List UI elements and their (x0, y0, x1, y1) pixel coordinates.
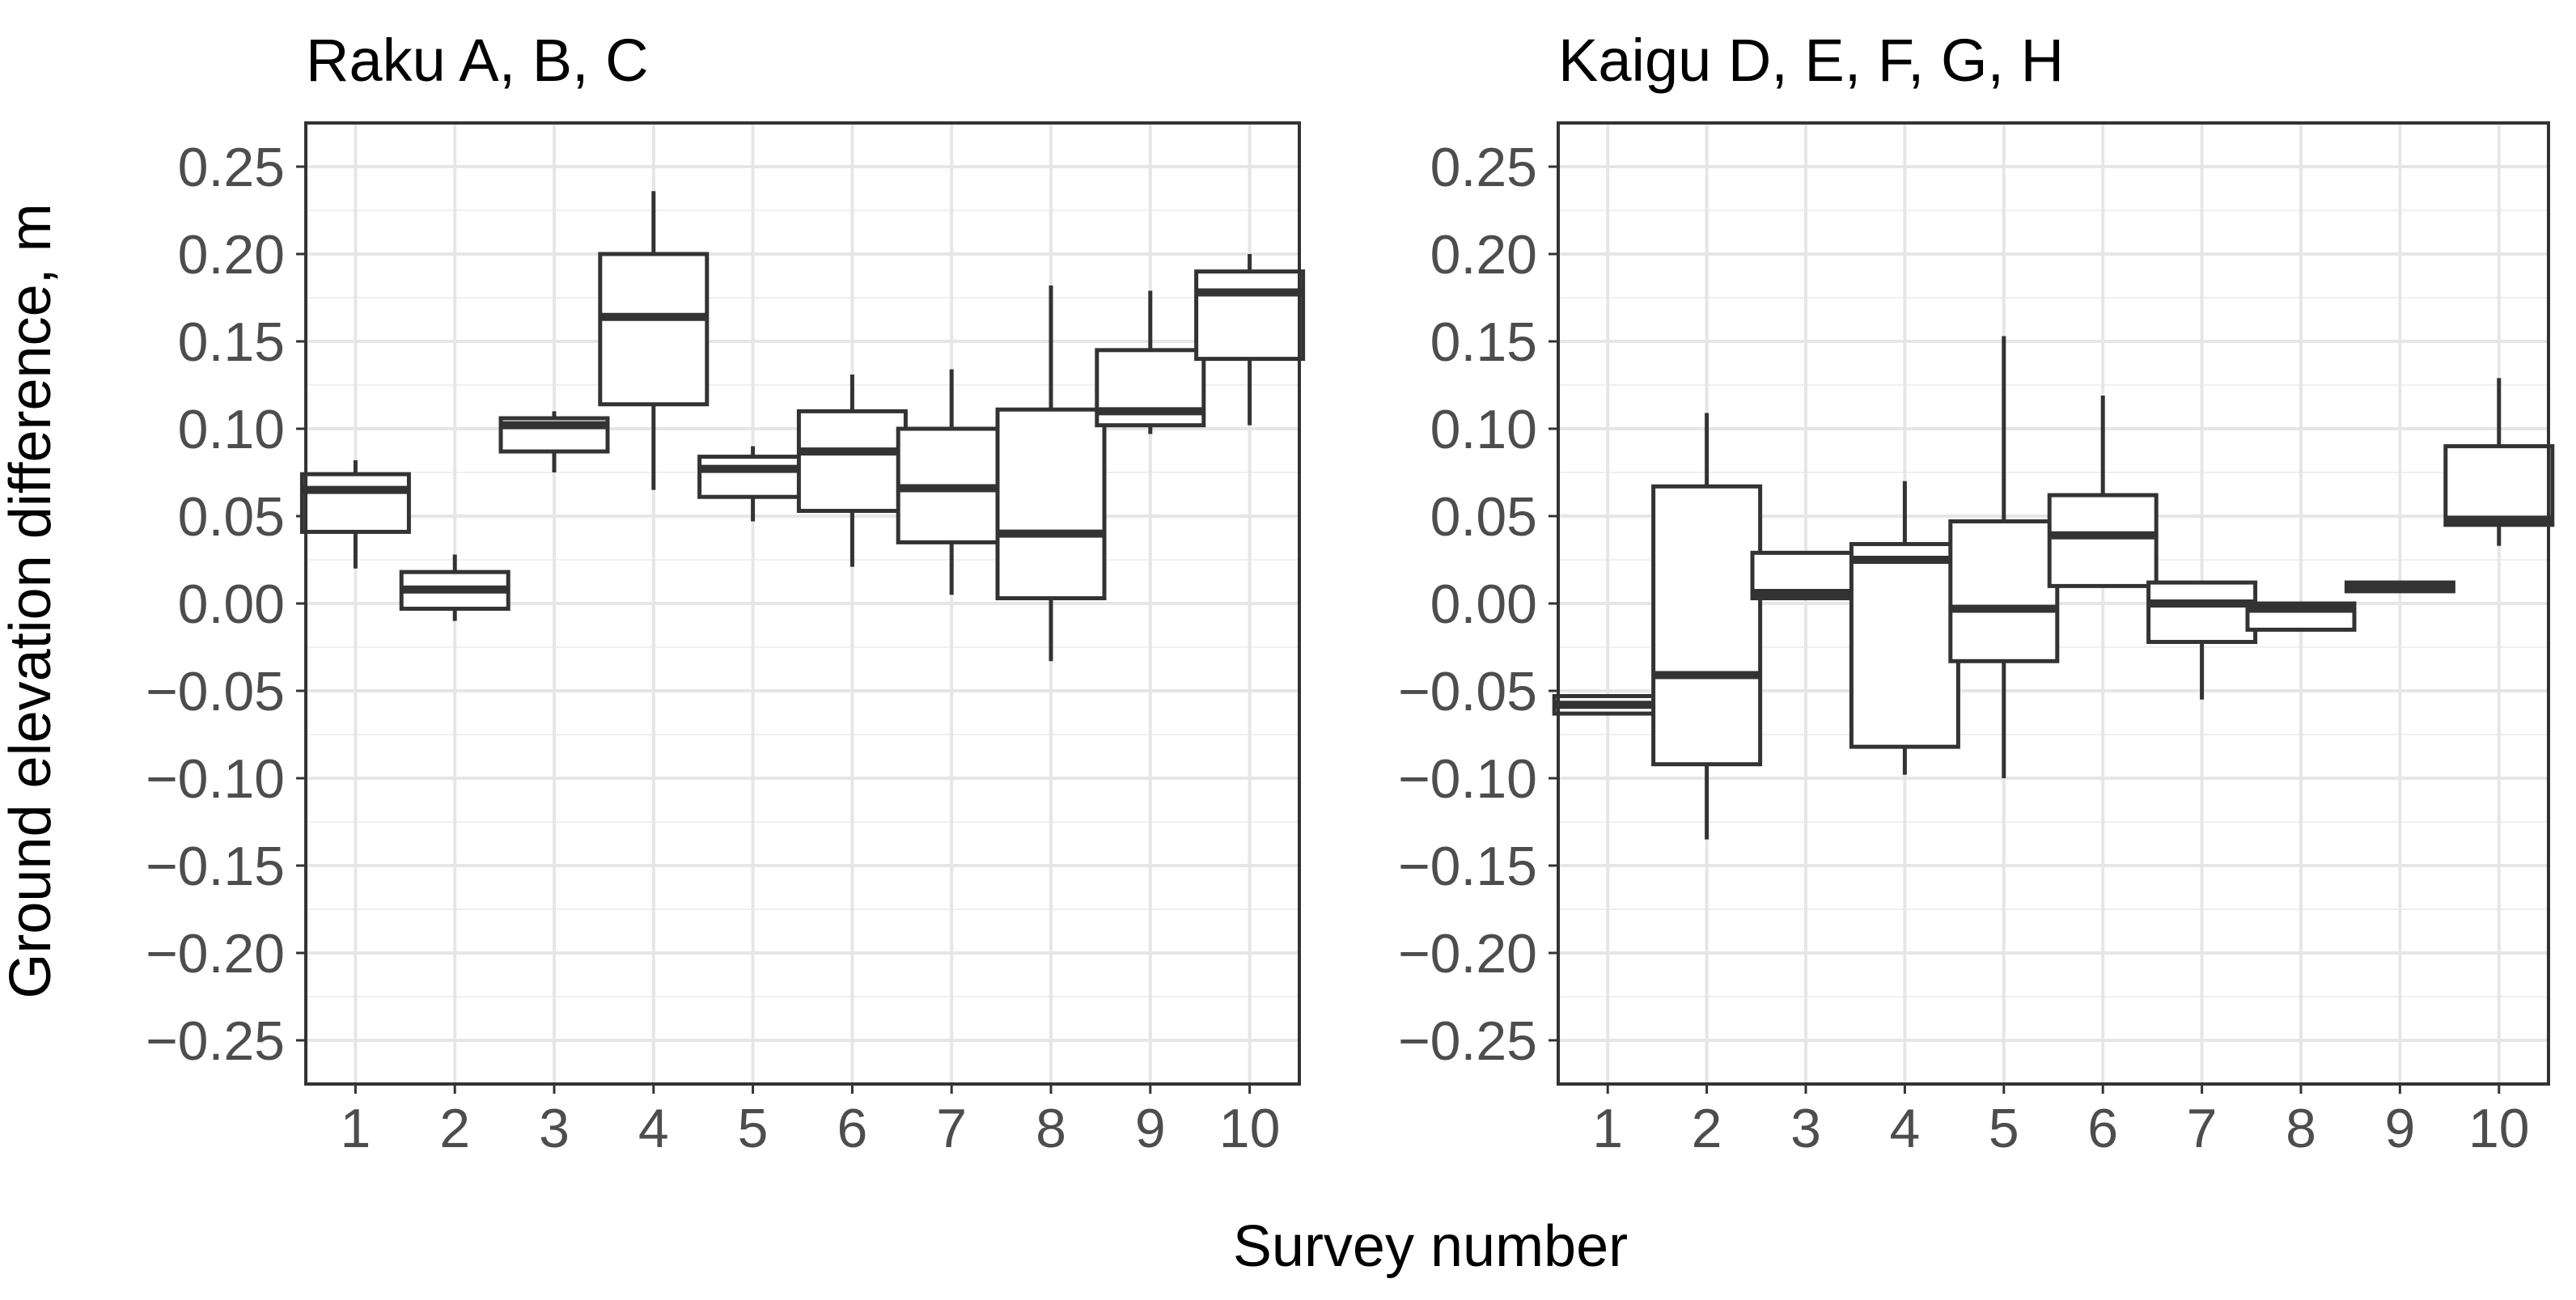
y-tick-label: −0.20 (146, 923, 285, 985)
x-tick-label: 5 (738, 1098, 769, 1159)
y-tick-label: 0.05 (1430, 486, 1537, 548)
y-tick-label: 0.10 (178, 399, 285, 460)
boxplot-box-2 (399, 554, 511, 621)
y-tick-label: −0.10 (146, 748, 285, 810)
y-tick-label: 0.00 (1430, 574, 1537, 635)
boxplot-box-1 (1552, 693, 1663, 716)
boxplot-box-6 (796, 375, 908, 567)
x-tick-label: 7 (936, 1098, 967, 1159)
y-tick-label: −0.25 (1398, 1010, 1537, 1072)
y-tick-label: 0.10 (1430, 399, 1537, 460)
x-tick-label: 8 (1036, 1098, 1066, 1159)
boxplot-box-9 (1095, 290, 1206, 434)
boxplot-box-3 (498, 411, 610, 472)
iqr-box (1849, 542, 1960, 749)
x-tick-label: 6 (837, 1098, 867, 1159)
y-tick-label: −0.10 (1398, 748, 1537, 810)
panel-border (1557, 121, 2550, 1086)
iqr-box (2047, 493, 2159, 588)
boxplot-box-8 (995, 285, 1107, 662)
iqr-box (995, 407, 1107, 601)
boxplot-box-8 (2245, 601, 2357, 632)
x-axis-title: Survey number (1233, 1214, 1628, 1279)
y-tick-label: −0.25 (146, 1010, 285, 1072)
y-tick-label: 0.25 (178, 137, 285, 198)
boxplot-box-9 (2344, 580, 2455, 594)
iqr-box (598, 252, 710, 407)
boxplot-box-7 (2146, 580, 2258, 700)
iqr-box (796, 409, 908, 514)
boxplot-box-10 (1194, 254, 1306, 426)
y-tick-label: −0.15 (146, 836, 285, 897)
x-tick-label: 4 (1889, 1098, 1920, 1159)
x-tick-label: 9 (1135, 1098, 1166, 1159)
panel-title: Kaigu D, E, F, G, H (1558, 27, 2064, 94)
iqr-box (1948, 519, 2060, 663)
boxplot-box-4 (1849, 481, 1960, 775)
x-tick-label: 1 (340, 1098, 371, 1159)
x-tick-label: 2 (439, 1098, 470, 1159)
boxplot-box-2 (1651, 413, 1763, 840)
y-tick-label: 0.05 (178, 486, 285, 548)
x-tick-label: 10 (2468, 1098, 2530, 1159)
y-tick-label: 0.20 (178, 224, 285, 286)
y-tick-label: 0.00 (178, 574, 285, 635)
panel-raku: 0.25 0.20 0.15 0.10 0.05 0.00 −0.05 −0.10 −0.15 −… (146, 27, 1306, 1159)
x-tick-label: 3 (1790, 1098, 1821, 1159)
boxplot-box-10 (2443, 378, 2555, 546)
y-tick-label: 0.15 (178, 311, 285, 373)
x-tick-label: 1 (1592, 1098, 1623, 1159)
y-tick-label: −0.05 (1398, 661, 1537, 722)
y-tick-label: 0.20 (1430, 224, 1537, 286)
y-tick-label: 0.25 (1430, 137, 1537, 198)
y-tick-label: −0.20 (1398, 923, 1537, 985)
x-tick-label: 10 (1219, 1098, 1281, 1159)
x-tick-label: 2 (1692, 1098, 1722, 1159)
iqr-box (1194, 269, 1306, 362)
x-tick-label: 4 (638, 1098, 669, 1159)
panel-border (304, 121, 1301, 1086)
iqr-box (2146, 580, 2258, 645)
iqr-box (2443, 444, 2555, 527)
x-tick-label: 7 (2187, 1098, 2218, 1159)
y-axis-title: Ground elevation difference, m (0, 203, 63, 998)
iqr-box (299, 472, 411, 534)
iqr-box (697, 455, 809, 499)
y-tick-label: 0.15 (1430, 311, 1537, 373)
panel-kaigu: 0.25 0.20 0.15 0.10 0.05 0.00 −0.05 −0.10 −0.15 −… (1398, 27, 2555, 1159)
boxplot-box-6 (2047, 395, 2159, 588)
x-tick-label: 5 (1989, 1098, 2019, 1159)
x-tick-label: 9 (2384, 1098, 2415, 1159)
x-tick-label: 8 (2286, 1098, 2316, 1159)
iqr-box (1651, 484, 1763, 767)
boxplot-box-3 (1750, 550, 1862, 601)
boxplot-box-1 (299, 459, 411, 569)
boxplot-box-4 (598, 191, 710, 490)
boxplot-box-5 (1948, 336, 2060, 778)
y-tick-label: −0.05 (146, 661, 285, 722)
x-tick-label: 3 (539, 1098, 570, 1159)
y-tick-label: −0.15 (1398, 836, 1537, 897)
x-tick-label: 6 (2087, 1098, 2118, 1159)
panel-title: Raku A, B, C (306, 27, 649, 94)
